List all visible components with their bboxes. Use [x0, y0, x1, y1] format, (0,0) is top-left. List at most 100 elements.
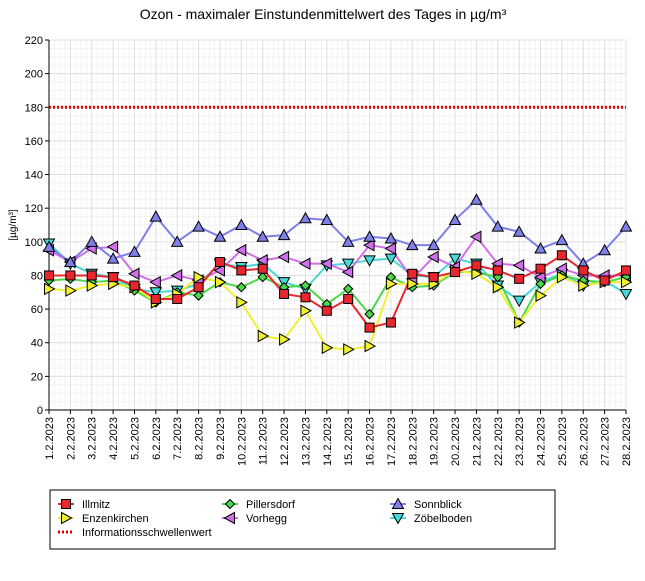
- series-line-pillersdorf: [48, 271, 627, 325]
- data-point-enzenkirchen: [236, 296, 248, 309]
- data-point-enzenkirchen: [621, 275, 633, 289]
- data-point-sonnblick: [341, 235, 355, 247]
- data-point-illmitz: [257, 263, 268, 274]
- data-point-sonnblick: [277, 228, 291, 241]
- data-point-z-belboden: [363, 255, 376, 267]
- x-tick-label: 27.2.2023: [600, 417, 612, 466]
- y-tick-label: 180: [25, 102, 43, 114]
- data-point-illmitz: [150, 294, 161, 304]
- data-point-sonnblick: [619, 220, 633, 232]
- y-tick-label: 140: [25, 170, 43, 182]
- data-point-enzenkirchen: [578, 279, 590, 292]
- data-point-illmitz: [86, 270, 97, 281]
- x-tick-label: 4.2.2023: [108, 417, 120, 460]
- data-point-pillersdorf: [257, 271, 268, 283]
- data-point-enzenkirchen: [556, 270, 569, 284]
- x-tick-label: 26.2.2023: [578, 417, 590, 466]
- data-point-illmitz: [65, 270, 76, 281]
- data-point-z-belboden: [149, 287, 163, 299]
- data-point-vorhegg: [298, 257, 311, 271]
- legend-label-sonnblick: Sonnblick: [414, 499, 462, 511]
- data-point-illmitz: [343, 294, 354, 304]
- data-point-illmitz: [279, 288, 290, 299]
- data-point-pillersdorf: [342, 283, 354, 295]
- data-point-sonnblick: [128, 245, 141, 257]
- data-point-sonnblick: [64, 255, 77, 267]
- data-point-sonnblick: [192, 220, 205, 232]
- y-tick-label: 160: [25, 136, 43, 148]
- y-tick-label: 80: [31, 270, 43, 282]
- legend-label-z-belboden: Zöbelboden: [414, 513, 472, 525]
- data-point-pillersdorf: [535, 278, 546, 290]
- data-point-vorhegg: [277, 250, 290, 264]
- data-point-enzenkirchen: [407, 277, 419, 291]
- data-point-sonnblick: [42, 240, 56, 252]
- data-point-illmitz: [450, 267, 461, 278]
- data-point-enzenkirchen: [471, 267, 483, 281]
- data-point-enzenkirchen: [535, 289, 548, 302]
- data-point-illmitz: [129, 280, 140, 291]
- legend-marker-illmitz: [61, 499, 71, 509]
- y-tick-label: 200: [25, 69, 43, 81]
- data-point-enzenkirchen: [514, 316, 526, 329]
- data-point-enzenkirchen: [193, 270, 206, 284]
- x-tick-label: 7.2.2023: [172, 417, 184, 460]
- data-point-enzenkirchen: [343, 343, 355, 356]
- x-tick-label: 14.2.2023: [322, 417, 334, 466]
- data-point-sonnblick: [320, 213, 334, 225]
- y-tick-label: 220: [25, 35, 43, 47]
- data-point-illmitz: [578, 265, 589, 276]
- data-point-illmitz: [492, 265, 503, 276]
- data-point-illmitz: [535, 263, 546, 274]
- data-point-sonnblick: [491, 220, 505, 232]
- data-point-z-belboden: [384, 253, 398, 266]
- legend: Illmitz Pillersdorf Sonnblick Enzenkirchen V…: [49, 489, 556, 550]
- series-line-enzenkirchen: [48, 269, 626, 351]
- x-tick-label: 6.2.2023: [151, 417, 163, 460]
- x-tick-label: 3.2.2023: [87, 417, 99, 460]
- data-point-sonnblick: [555, 233, 569, 246]
- data-point-vorhegg: [127, 267, 140, 281]
- x-tick-label: 22.2.2023: [493, 417, 505, 466]
- x-tick-label: 10.2.2023: [236, 417, 248, 466]
- x-tick-label: 15.2.2023: [343, 417, 355, 466]
- data-point-sonnblick: [170, 235, 184, 247]
- data-point-sonnblick: [106, 252, 120, 264]
- data-point-illmitz: [385, 317, 396, 328]
- legend-label-vorhegg: Vorhegg: [246, 513, 287, 525]
- data-point-enzenkirchen: [385, 277, 398, 291]
- data-point-enzenkirchen: [321, 341, 334, 355]
- data-point-vorhegg: [234, 243, 247, 257]
- data-point-illmitz: [556, 250, 567, 261]
- data-point-illmitz: [300, 292, 311, 303]
- y-tick-label: 120: [25, 203, 43, 215]
- data-point-enzenkirchen: [300, 304, 312, 318]
- data-point-sonnblick: [405, 238, 419, 251]
- y-tick-label: 60: [31, 304, 43, 316]
- data-point-vorhegg: [106, 240, 119, 254]
- legend-label-pillersdorf: Pillersdorf: [246, 499, 296, 511]
- legend-label-informationsschwellenwert: Informationsschwellenwert: [82, 527, 212, 539]
- data-point-sonnblick: [85, 235, 99, 247]
- data-point-illmitz: [364, 322, 375, 333]
- data-point-vorhegg: [149, 275, 161, 289]
- data-point-sonnblick: [598, 243, 611, 256]
- series-layer: [42, 193, 633, 356]
- data-point-pillersdorf: [236, 282, 247, 293]
- data-point-sonnblick: [448, 213, 462, 225]
- data-point-sonnblick: [234, 218, 248, 230]
- x-tick-label: 12.2.2023: [279, 417, 291, 466]
- data-point-enzenkirchen: [65, 284, 77, 297]
- data-point-vorhegg: [256, 253, 268, 267]
- data-point-vorhegg: [341, 265, 354, 279]
- x-tick-label: 18.2.2023: [407, 417, 419, 466]
- data-point-enzenkirchen: [364, 339, 377, 353]
- x-tick-label: 20.2.2023: [450, 417, 462, 466]
- series-line-z-belboden: [48, 242, 627, 302]
- data-point-pillersdorf: [193, 290, 204, 301]
- data-point-vorhegg: [363, 238, 375, 252]
- data-point-vorhegg: [320, 257, 332, 271]
- axis-layer: 0 20 40 60 80 100 120 140 160 180 200 220 1.2.2023 2.…: [25, 35, 633, 466]
- data-point-illmitz: [471, 260, 482, 271]
